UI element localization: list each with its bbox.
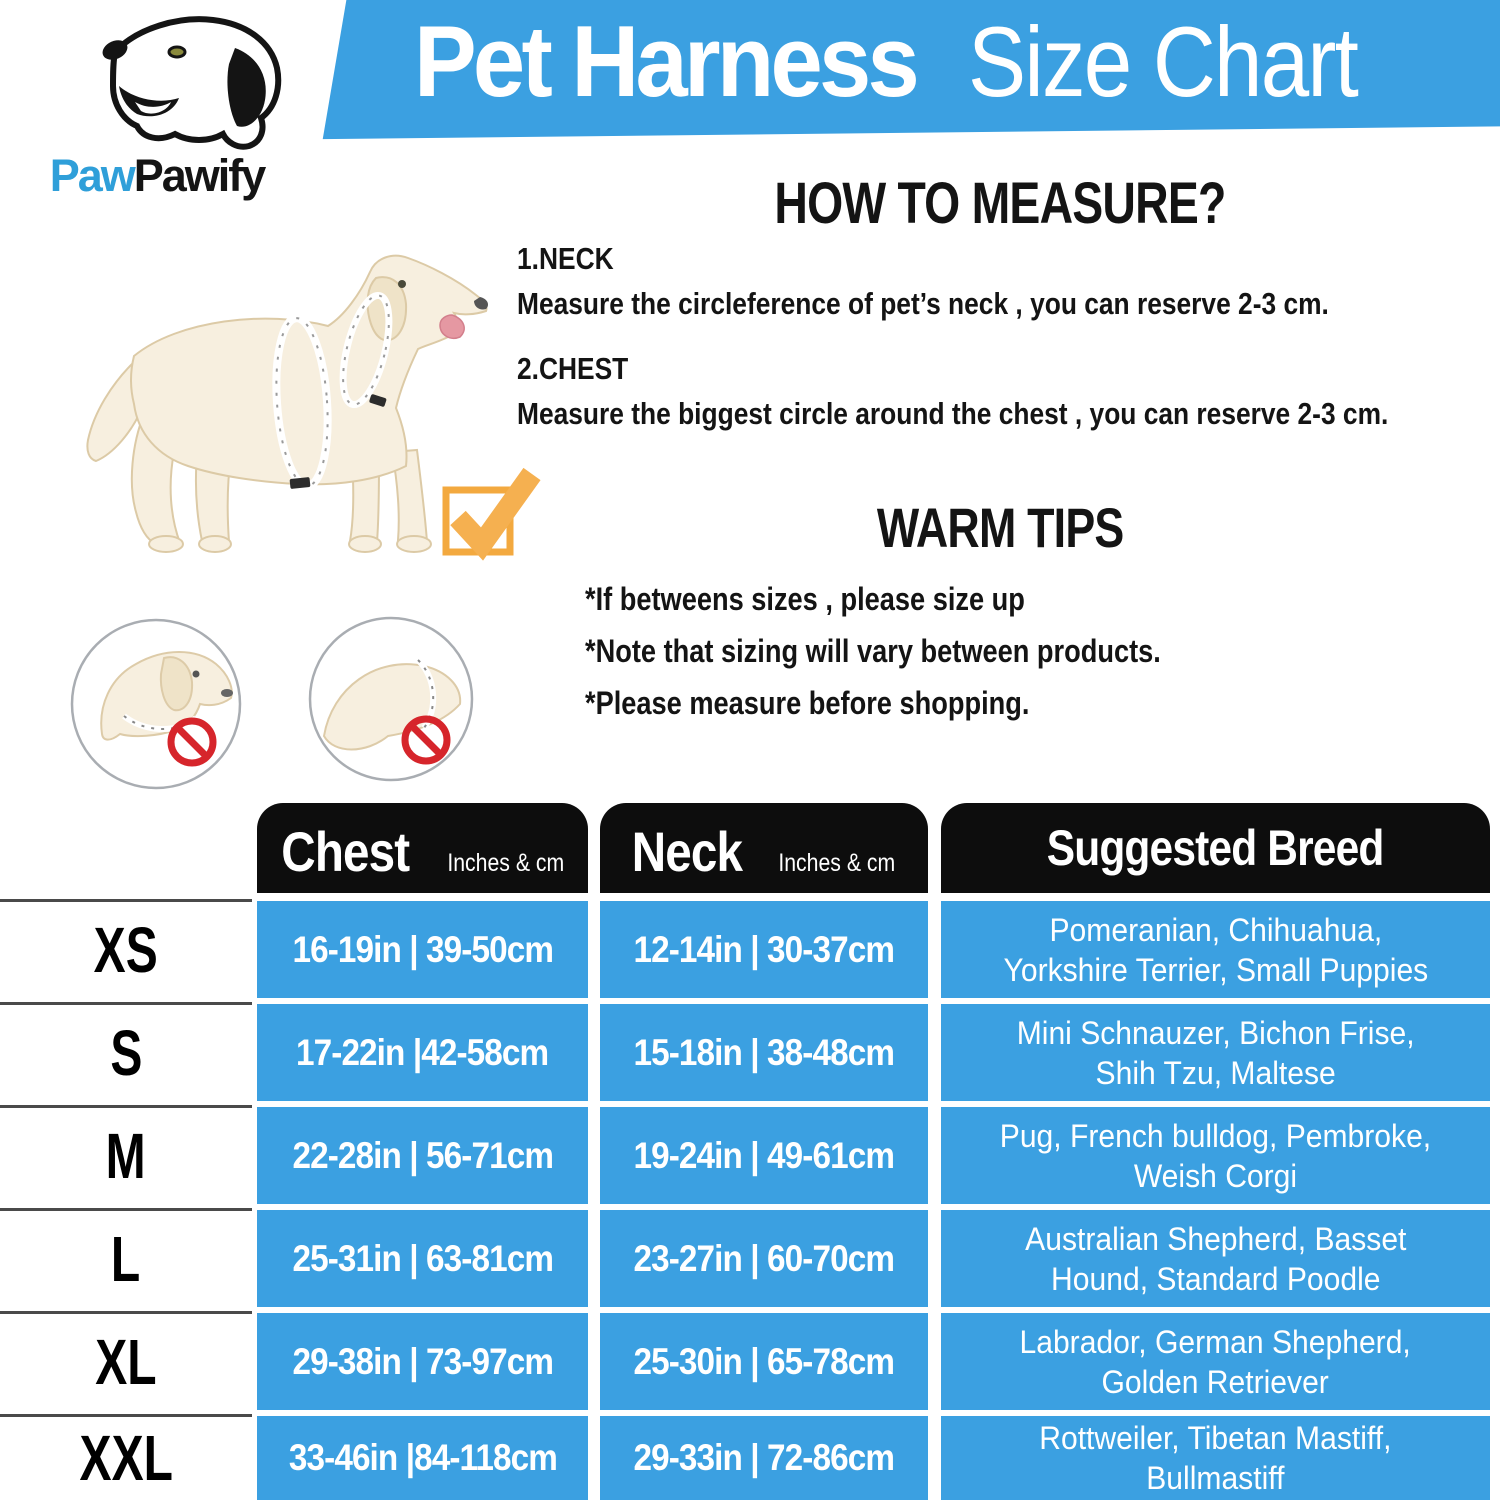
prohibited-icon — [401, 715, 451, 765]
breed-cell-l: Australian Shepherd, Basset Hound, Stand… — [941, 1210, 1490, 1307]
breed-cell-xs: Pomeranian, Chihuahua, Yorkshire Terrier… — [941, 901, 1490, 998]
row-divider — [0, 1414, 252, 1417]
brand-logo-dog-icon — [102, 16, 282, 150]
dog-measuring-illustration — [86, 254, 488, 553]
prohibited-icon — [167, 717, 217, 767]
row-divider — [0, 1002, 252, 1005]
dog-body — [130, 254, 488, 486]
table-header-neck: Neck Inches & cm — [600, 803, 928, 893]
neck-cell-xxl: 29-33in | 72-86cm — [600, 1416, 928, 1500]
row-divider — [0, 899, 252, 902]
size-label-xs: XS — [93, 913, 159, 986]
size-label-m: M — [106, 1119, 146, 1192]
neck-cell-m: 19-24in | 49-61cm — [600, 1107, 928, 1204]
size-label-xl: XL — [95, 1325, 157, 1398]
measuring-tape-neck — [339, 291, 393, 409]
breed-cell-xl: Labrador, German Shepherd, Golden Retrie… — [941, 1313, 1490, 1410]
brand-name-suffix: Pawify — [133, 150, 267, 201]
step-neck-text: Measure the circleference of pet’s neck … — [517, 286, 1329, 321]
table-header-chest: Chest Inches & cm — [257, 803, 588, 893]
step-chest-text: Measure the biggest circle around the ch… — [517, 396, 1389, 431]
breed-cell-s: Mini Schnauzer, Bichon Frise, Shih Tzu, … — [941, 1004, 1490, 1101]
chest-cell-xl: 29-38in | 73-97cm — [257, 1313, 588, 1410]
step-chest-label: 2.CHEST — [517, 351, 629, 386]
chest-cell-xs: 16-19in | 39-50cm — [257, 901, 588, 998]
size-label-l: L — [111, 1222, 141, 1295]
chest-cell-s: 17-22in |42-58cm — [257, 1004, 588, 1101]
chest-cell-l: 25-31in | 63-81cm — [257, 1210, 588, 1307]
warm-tip-item: *If betweens sizes , please size up — [585, 581, 1025, 617]
breed-cell-m: Pug, French bulldog, Pembroke, Weish Cor… — [941, 1107, 1490, 1204]
page-title-bold: Pet Harness — [414, 6, 920, 118]
neck-cell-xl: 25-30in | 65-78cm — [600, 1313, 928, 1410]
step-neck-label: 1.NECK — [517, 241, 614, 276]
title-banner: Pet Harness Size Chart — [322, 0, 1500, 140]
chest-cell-m: 22-28in | 56-71cm — [257, 1107, 588, 1204]
incorrect-measure-example-neck — [70, 618, 242, 790]
warm-tip-item: *Note that sizing will vary between prod… — [585, 633, 1161, 669]
row-divider — [0, 1208, 252, 1211]
dog-tongue — [439, 314, 465, 339]
warm-tips-heading: WARM TIPS — [876, 496, 1124, 559]
brand-logo-text: PawPawify — [22, 150, 292, 202]
page-title-light: Size Chart — [967, 6, 1359, 117]
breed-cell-xxl: Rottweiler, Tibetan Mastiff, Bullmastiff — [941, 1416, 1490, 1500]
chest-cell-xxl: 33-46in |84-118cm — [257, 1416, 588, 1500]
neck-cell-xs: 12-14in | 30-37cm — [600, 901, 928, 998]
warm-tip-item: *Please measure before shopping. — [585, 685, 1030, 721]
table-header-breed: Suggested Breed — [941, 803, 1490, 893]
incorrect-measure-example-chest — [308, 616, 474, 782]
row-divider — [0, 1311, 252, 1314]
how-to-measure-heading: HOW TO MEASURE? — [774, 171, 1226, 236]
row-divider — [0, 1105, 252, 1108]
neck-cell-l: 23-27in | 60-70cm — [600, 1210, 928, 1307]
brand-name-prefix: Paw — [49, 150, 136, 201]
size-label-xxl: XXL — [79, 1422, 173, 1494]
neck-cell-s: 15-18in | 38-48cm — [600, 1004, 928, 1101]
correct-checkmark-icon — [442, 467, 541, 561]
size-label-s: S — [109, 1016, 143, 1089]
